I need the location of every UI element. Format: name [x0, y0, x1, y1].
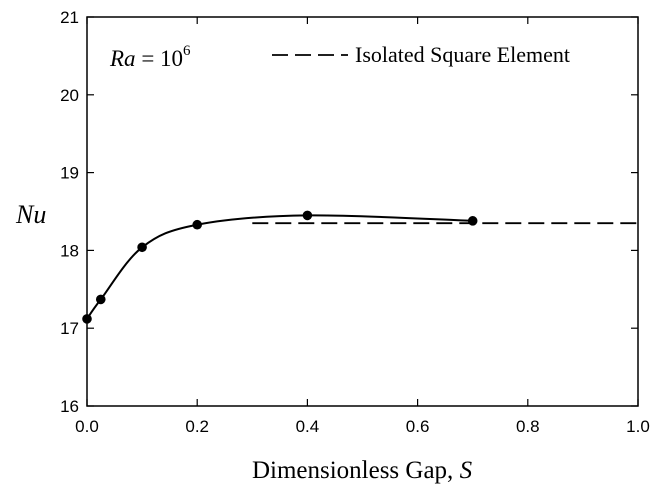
y-tick-label: 19	[60, 164, 79, 183]
series-markers	[82, 210, 478, 324]
data-point	[467, 216, 478, 226]
y-tick-label: 18	[60, 241, 79, 260]
plot-area	[82, 16, 639, 407]
y-tick-label: 16	[60, 397, 79, 416]
x-axis-label-var: S	[460, 457, 473, 484]
y-tick-label: 20	[60, 86, 79, 105]
data-point	[137, 242, 147, 253]
x-tick-label: 0.8	[516, 417, 540, 436]
data-point	[192, 219, 202, 230]
ra-annotation-eq: = 10	[136, 46, 183, 71]
legend-label: Isolated Square Element	[355, 42, 570, 67]
x-tick-label: 1.0	[626, 417, 650, 436]
axis-ticks	[86, 16, 639, 407]
y-axis-label: Nu	[15, 200, 46, 229]
x-tick-label: 0.4	[296, 417, 320, 436]
legend: Isolated Square Element	[272, 42, 570, 67]
x-tick-label: 0.0	[75, 417, 99, 436]
data-point	[82, 314, 92, 324]
data-point	[302, 210, 313, 221]
ra-annotation: Ra = 106	[109, 43, 191, 71]
x-axis-label-text: Dimensionless Gap,	[252, 457, 460, 484]
y-tick-label: 21	[60, 8, 79, 27]
series-curve	[86, 214, 473, 320]
x-tick-label: 0.6	[406, 417, 430, 436]
ra-annotation-var: Ra	[109, 46, 136, 71]
data-point	[95, 294, 106, 305]
series-lines	[86, 214, 638, 320]
plot-frame	[86, 16, 639, 407]
y-tick-label: 17	[60, 319, 79, 338]
x-axis-label: Dimensionless Gap, S	[252, 457, 473, 484]
x-tick-label: 0.2	[185, 417, 209, 436]
ra-annotation-exp: 6	[183, 43, 191, 59]
